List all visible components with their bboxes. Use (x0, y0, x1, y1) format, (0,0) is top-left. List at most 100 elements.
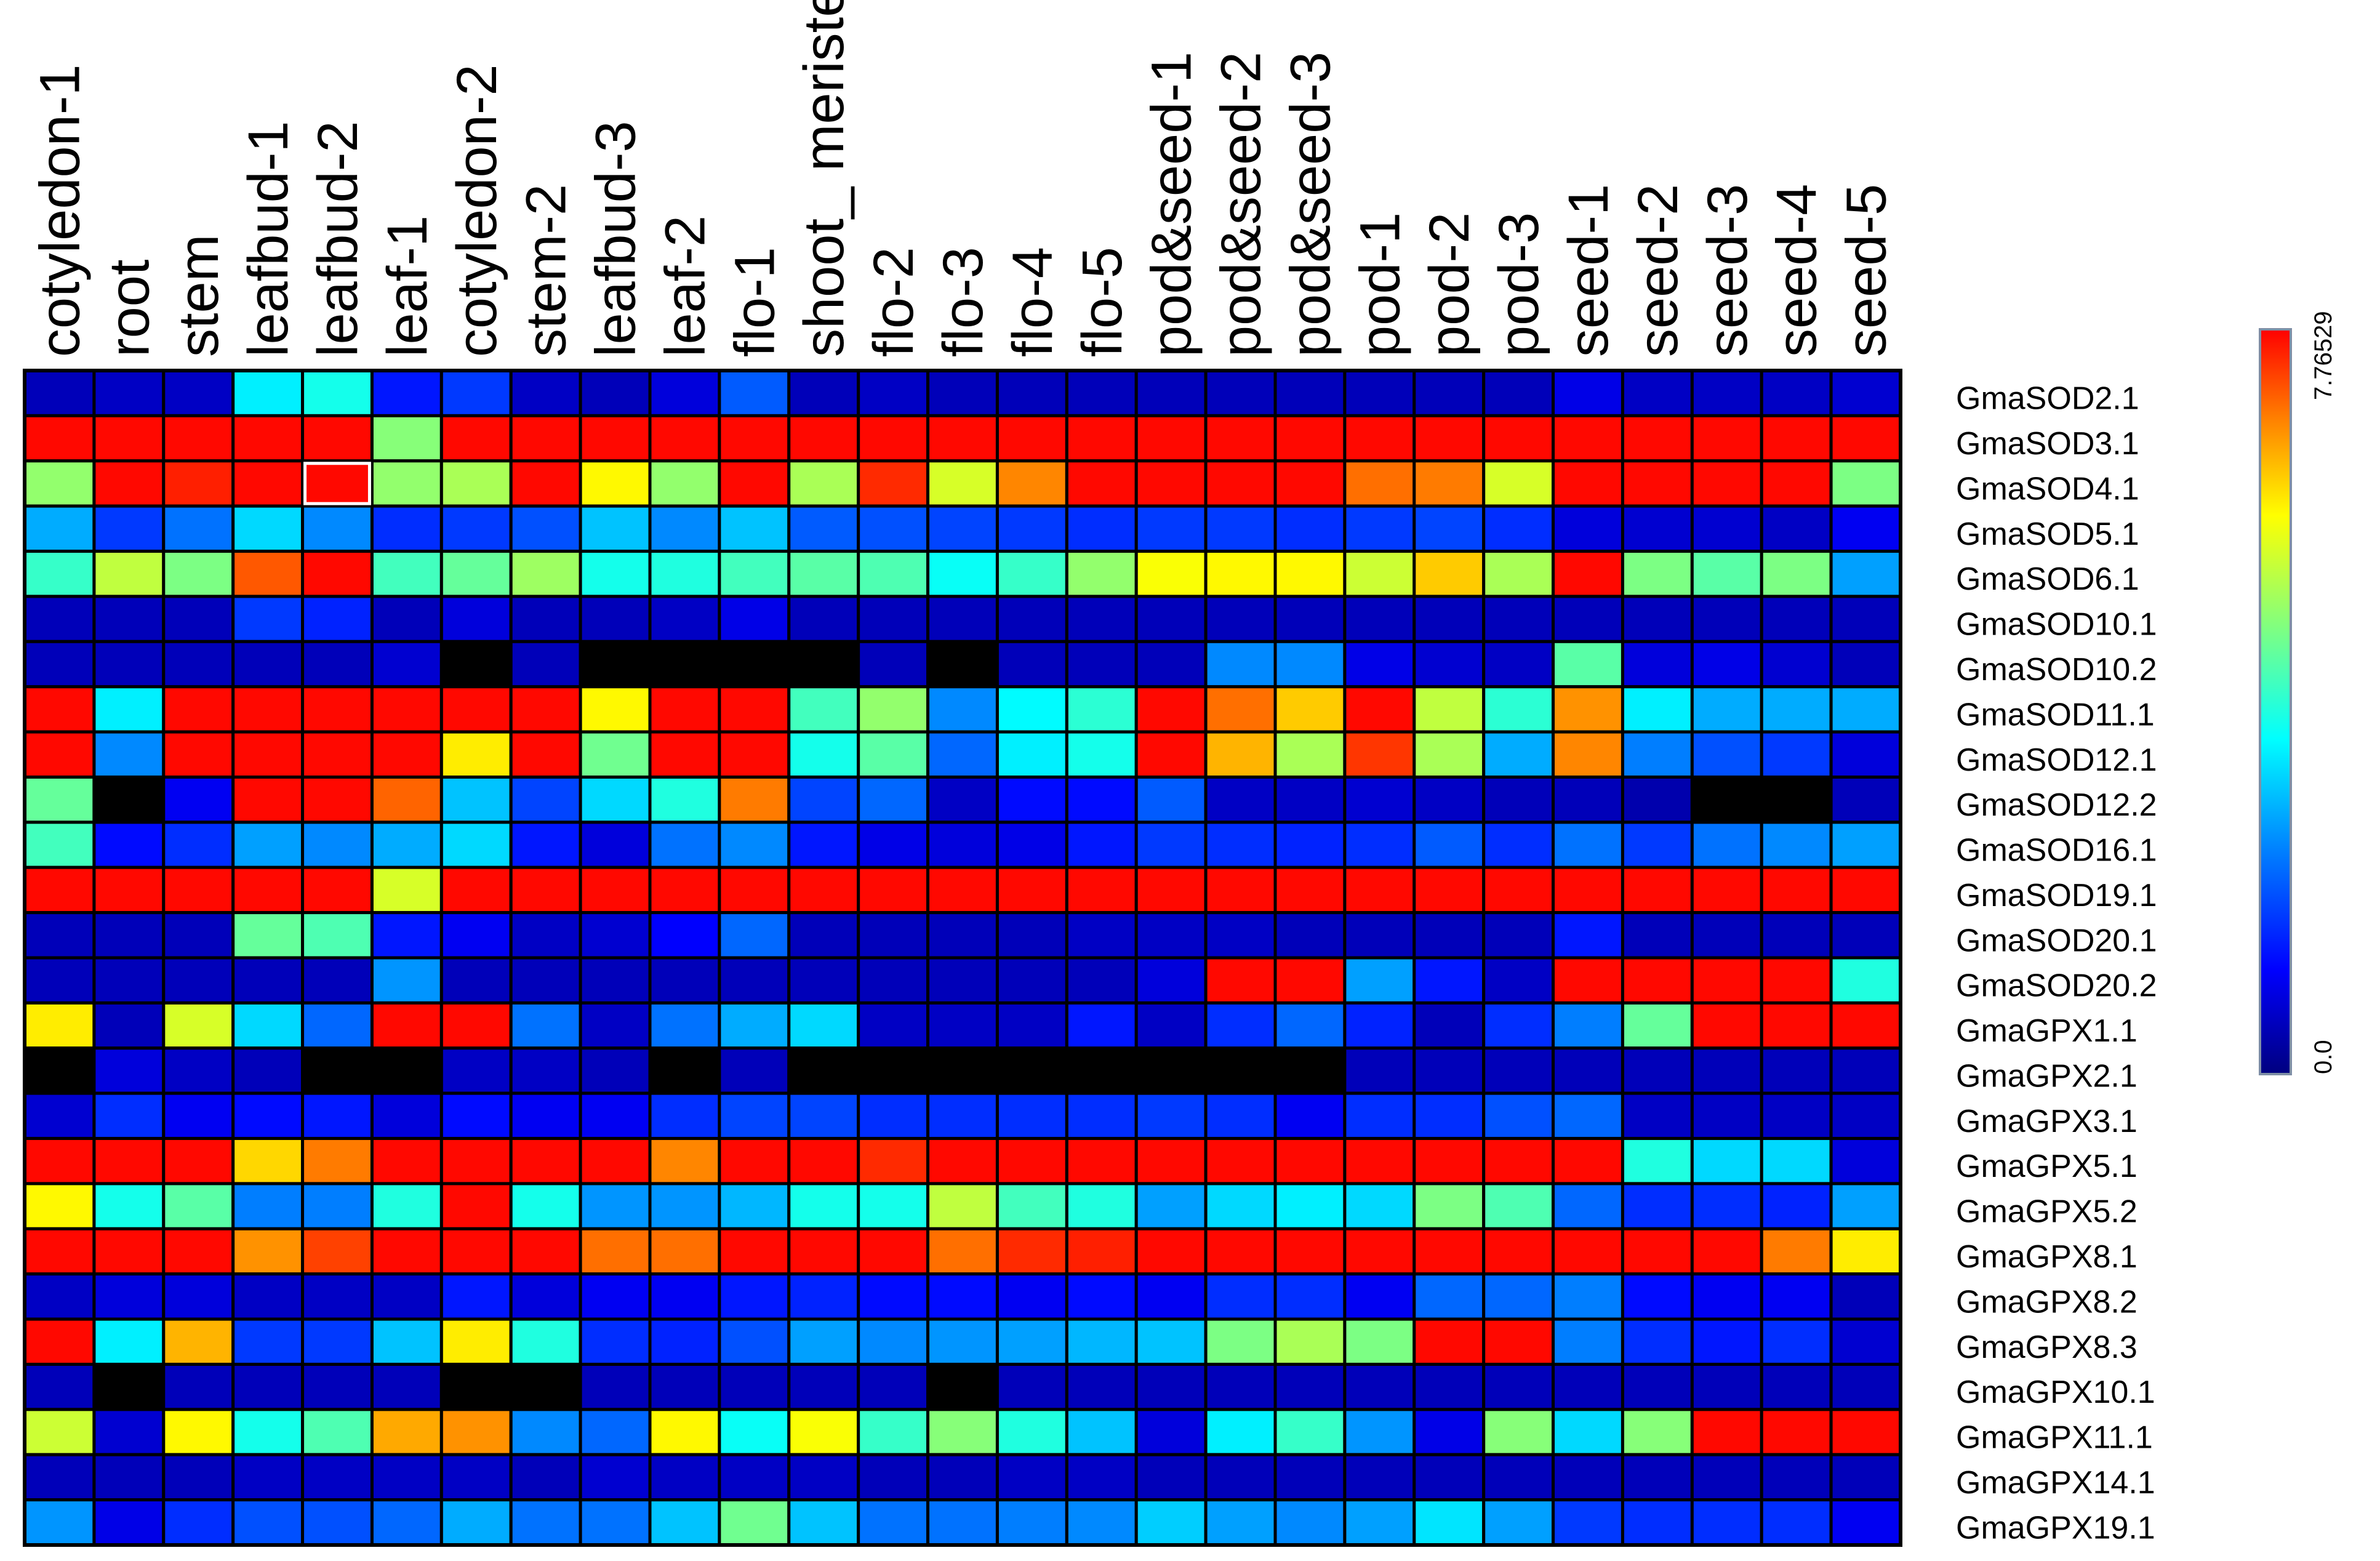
heatmap-cell (1134, 640, 1208, 689)
heatmap-cell (1482, 550, 1555, 598)
heatmap-cell (1829, 1046, 1902, 1095)
heatmap-cell (1204, 369, 1277, 417)
heatmap-cell (1065, 775, 1138, 824)
heatmap-cell (1829, 865, 1902, 915)
heatmap-cell (1065, 595, 1138, 643)
heatmap-cell (1065, 1408, 1138, 1456)
row-label: GmaGPX8.3 (1956, 1330, 2138, 1365)
heatmap-cell (1829, 459, 1902, 508)
heatmap-cell (509, 640, 582, 689)
heatmap-cell (1412, 414, 1486, 463)
heatmap-cell (1204, 504, 1277, 553)
heatmap-cell (1760, 1362, 1833, 1411)
heatmap-cell (1482, 504, 1555, 553)
heatmap-cell (1690, 414, 1763, 463)
heatmap-cell (648, 595, 721, 643)
heatmap-cell (231, 1227, 305, 1276)
heatmap-cell (1204, 1362, 1277, 1411)
heatmap-cell (1829, 1137, 1902, 1186)
heatmap-cell (509, 821, 582, 869)
heatmap-cell (857, 1317, 930, 1366)
heatmap-cell (92, 369, 166, 417)
heatmap-cell (162, 414, 235, 463)
heatmap-cell (439, 1182, 513, 1230)
heatmap-cell (1412, 865, 1486, 915)
heatmap-cell (579, 865, 652, 915)
heatmap-cell (718, 414, 791, 463)
heatmap-cell (1134, 504, 1208, 553)
heatmap-cell (1482, 1317, 1555, 1366)
heatmap-cell (1690, 1091, 1763, 1141)
heatmap-cell (231, 640, 305, 689)
heatmap-cell (787, 911, 860, 960)
heatmap-cell (718, 1362, 791, 1411)
heatmap-cell (1343, 821, 1416, 869)
heatmap-cell (1760, 911, 1833, 960)
heatmap-cell (1343, 1453, 1416, 1502)
heatmap-cell (1829, 1272, 1902, 1321)
heatmap-cell (370, 775, 443, 824)
heatmap-cell (92, 595, 166, 643)
heatmap-cell (439, 369, 513, 417)
heatmap-cell (857, 1001, 930, 1050)
heatmap-cell (648, 1001, 721, 1050)
scale-max-label: 7.76529 (2310, 311, 2337, 400)
heatmap-cell (579, 1408, 652, 1456)
heatmap-cell (718, 550, 791, 598)
heatmap-cell (162, 1408, 235, 1456)
row-label: GmaGPX5.1 (1956, 1149, 2138, 1184)
heatmap-cell (23, 775, 96, 824)
heatmap-cell (1204, 1182, 1277, 1230)
row-label: GmaGPX8.2 (1956, 1284, 2138, 1320)
heatmap-cell (1134, 1001, 1208, 1050)
heatmap-cell (1273, 595, 1347, 643)
row-label: GmaSOD20.1 (1956, 923, 2157, 958)
heatmap-cell (1412, 1362, 1486, 1411)
heatmap-cell (23, 956, 96, 1005)
heatmap-cell (1343, 1046, 1416, 1095)
heatmap-cell (857, 1408, 930, 1456)
heatmap-cell (231, 1362, 305, 1411)
heatmap-cell (1621, 1272, 1694, 1321)
heatmap-cell (231, 865, 305, 915)
heatmap-cell (787, 1498, 860, 1547)
heatmap-cell (579, 1227, 652, 1276)
heatmap-cell (162, 1137, 235, 1186)
heatmap-cell (1482, 1272, 1555, 1321)
heatmap-cell (995, 821, 1068, 869)
heatmap-cell (787, 775, 860, 824)
heatmap-cell (370, 1317, 443, 1366)
heatmap-cell (1204, 1227, 1277, 1276)
heatmap-cell (1482, 730, 1555, 779)
heatmap-cell (1482, 1227, 1555, 1276)
heatmap-cell (162, 775, 235, 824)
heatmap-cell (718, 459, 791, 508)
heatmap-cell (439, 1317, 513, 1366)
heatmap-cell (1760, 1227, 1833, 1276)
heatmap-cell (1134, 459, 1208, 508)
heatmap-cell (995, 956, 1068, 1005)
heatmap-cell (23, 414, 96, 463)
heatmap-cell (995, 1182, 1068, 1230)
heatmap-cell (301, 730, 374, 779)
heatmap-cell (579, 459, 652, 508)
heatmap-cell (231, 775, 305, 824)
heatmap-cell (1273, 1408, 1347, 1456)
heatmap-cell (23, 1272, 96, 1321)
heatmap-cell (1482, 595, 1555, 643)
column-label: leaf-1 (376, 215, 439, 357)
row-label: GmaGPX2.1 (1956, 1058, 2138, 1094)
heatmap-cell (92, 730, 166, 779)
heatmap-cell (1273, 1362, 1347, 1411)
heatmap-cell (23, 1362, 96, 1411)
heatmap-cell (370, 1272, 443, 1321)
heatmap-cell (1552, 821, 1624, 869)
heatmap-cell (1621, 504, 1694, 553)
heatmap-cell (1760, 1001, 1833, 1050)
heatmap-cell (1412, 1182, 1486, 1230)
heatmap-cell (509, 1091, 582, 1141)
heatmap-cell (787, 1272, 860, 1321)
heatmap-cell (23, 1317, 96, 1366)
heatmap-cell (1065, 550, 1138, 598)
heatmap-cell (718, 1227, 791, 1276)
